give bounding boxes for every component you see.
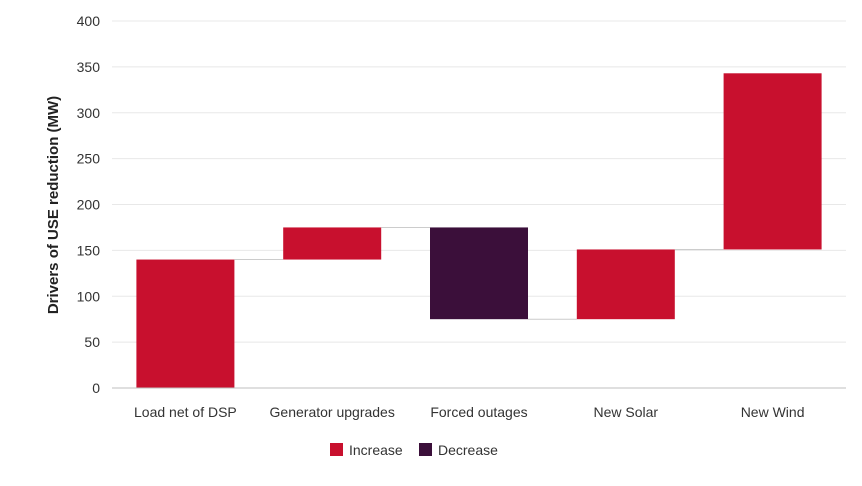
y-tick-label: 100 [77, 288, 101, 304]
x-tick-label: Forced outages [430, 404, 527, 420]
y-tick-label: 150 [77, 242, 101, 258]
y-axis-title: Drivers of USE reduction (MW) [45, 96, 62, 314]
connector-lines [234, 226, 724, 320]
y-tick-label: 300 [77, 105, 101, 121]
x-tick-label: Generator upgrades [270, 404, 395, 420]
bar-forced-outages [430, 227, 528, 320]
y-tick-label: 50 [84, 334, 100, 350]
legend-swatch-increase [330, 443, 343, 456]
legend: Increase Decrease [330, 442, 498, 458]
x-tick-label: New Solar [594, 404, 659, 420]
y-tick-label: 350 [77, 59, 101, 75]
bar-generator-upgrades [283, 227, 382, 260]
y-axis-ticks: 0 50 100 150 200 250 300 350 400 [77, 13, 101, 396]
y-tick-label: 200 [77, 197, 101, 213]
legend-swatch-decrease [419, 443, 432, 456]
y-tick-label: 250 [77, 151, 101, 167]
bar-load-net-of-dsp [136, 259, 235, 388]
x-tick-label: Load net of DSP [134, 404, 237, 420]
y-tick-label: 400 [77, 13, 101, 29]
x-axis-ticks: Load net of DSP Generator upgrades Forced … [134, 404, 804, 420]
bar-new-wind [723, 73, 822, 250]
y-tick-label: 0 [92, 380, 100, 396]
x-tick-label: New Wind [741, 404, 805, 420]
bar-new-solar [576, 249, 675, 320]
legend-label-increase: Increase [349, 442, 403, 458]
bars [136, 73, 822, 388]
legend-label-decrease: Decrease [438, 442, 498, 458]
